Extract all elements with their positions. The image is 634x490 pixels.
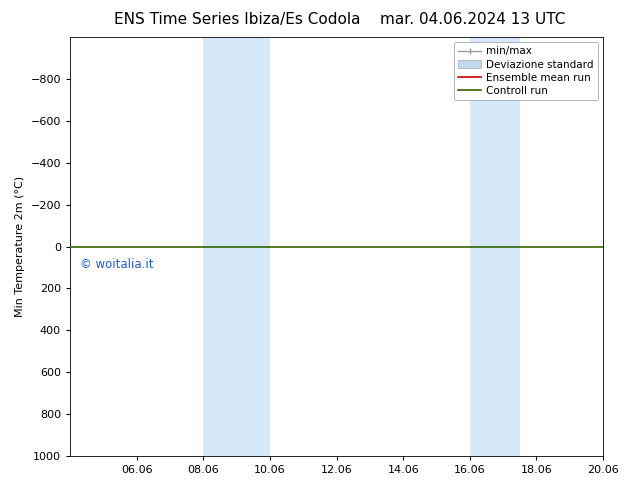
Text: © woitalia.it: © woitalia.it	[80, 258, 153, 271]
Bar	[204, 37, 270, 456]
Legend: min/max, Deviazione standard, Ensemble mean run, Controll run: min/max, Deviazione standard, Ensemble m…	[454, 42, 598, 100]
Y-axis label: Min Temperature 2m (°C): Min Temperature 2m (°C)	[15, 176, 25, 317]
Text: ENS Time Series Ibiza/Es Codola: ENS Time Series Ibiza/Es Codola	[114, 12, 361, 27]
Bar	[470, 37, 520, 456]
Text: mar. 04.06.2024 13 UTC: mar. 04.06.2024 13 UTC	[380, 12, 566, 27]
